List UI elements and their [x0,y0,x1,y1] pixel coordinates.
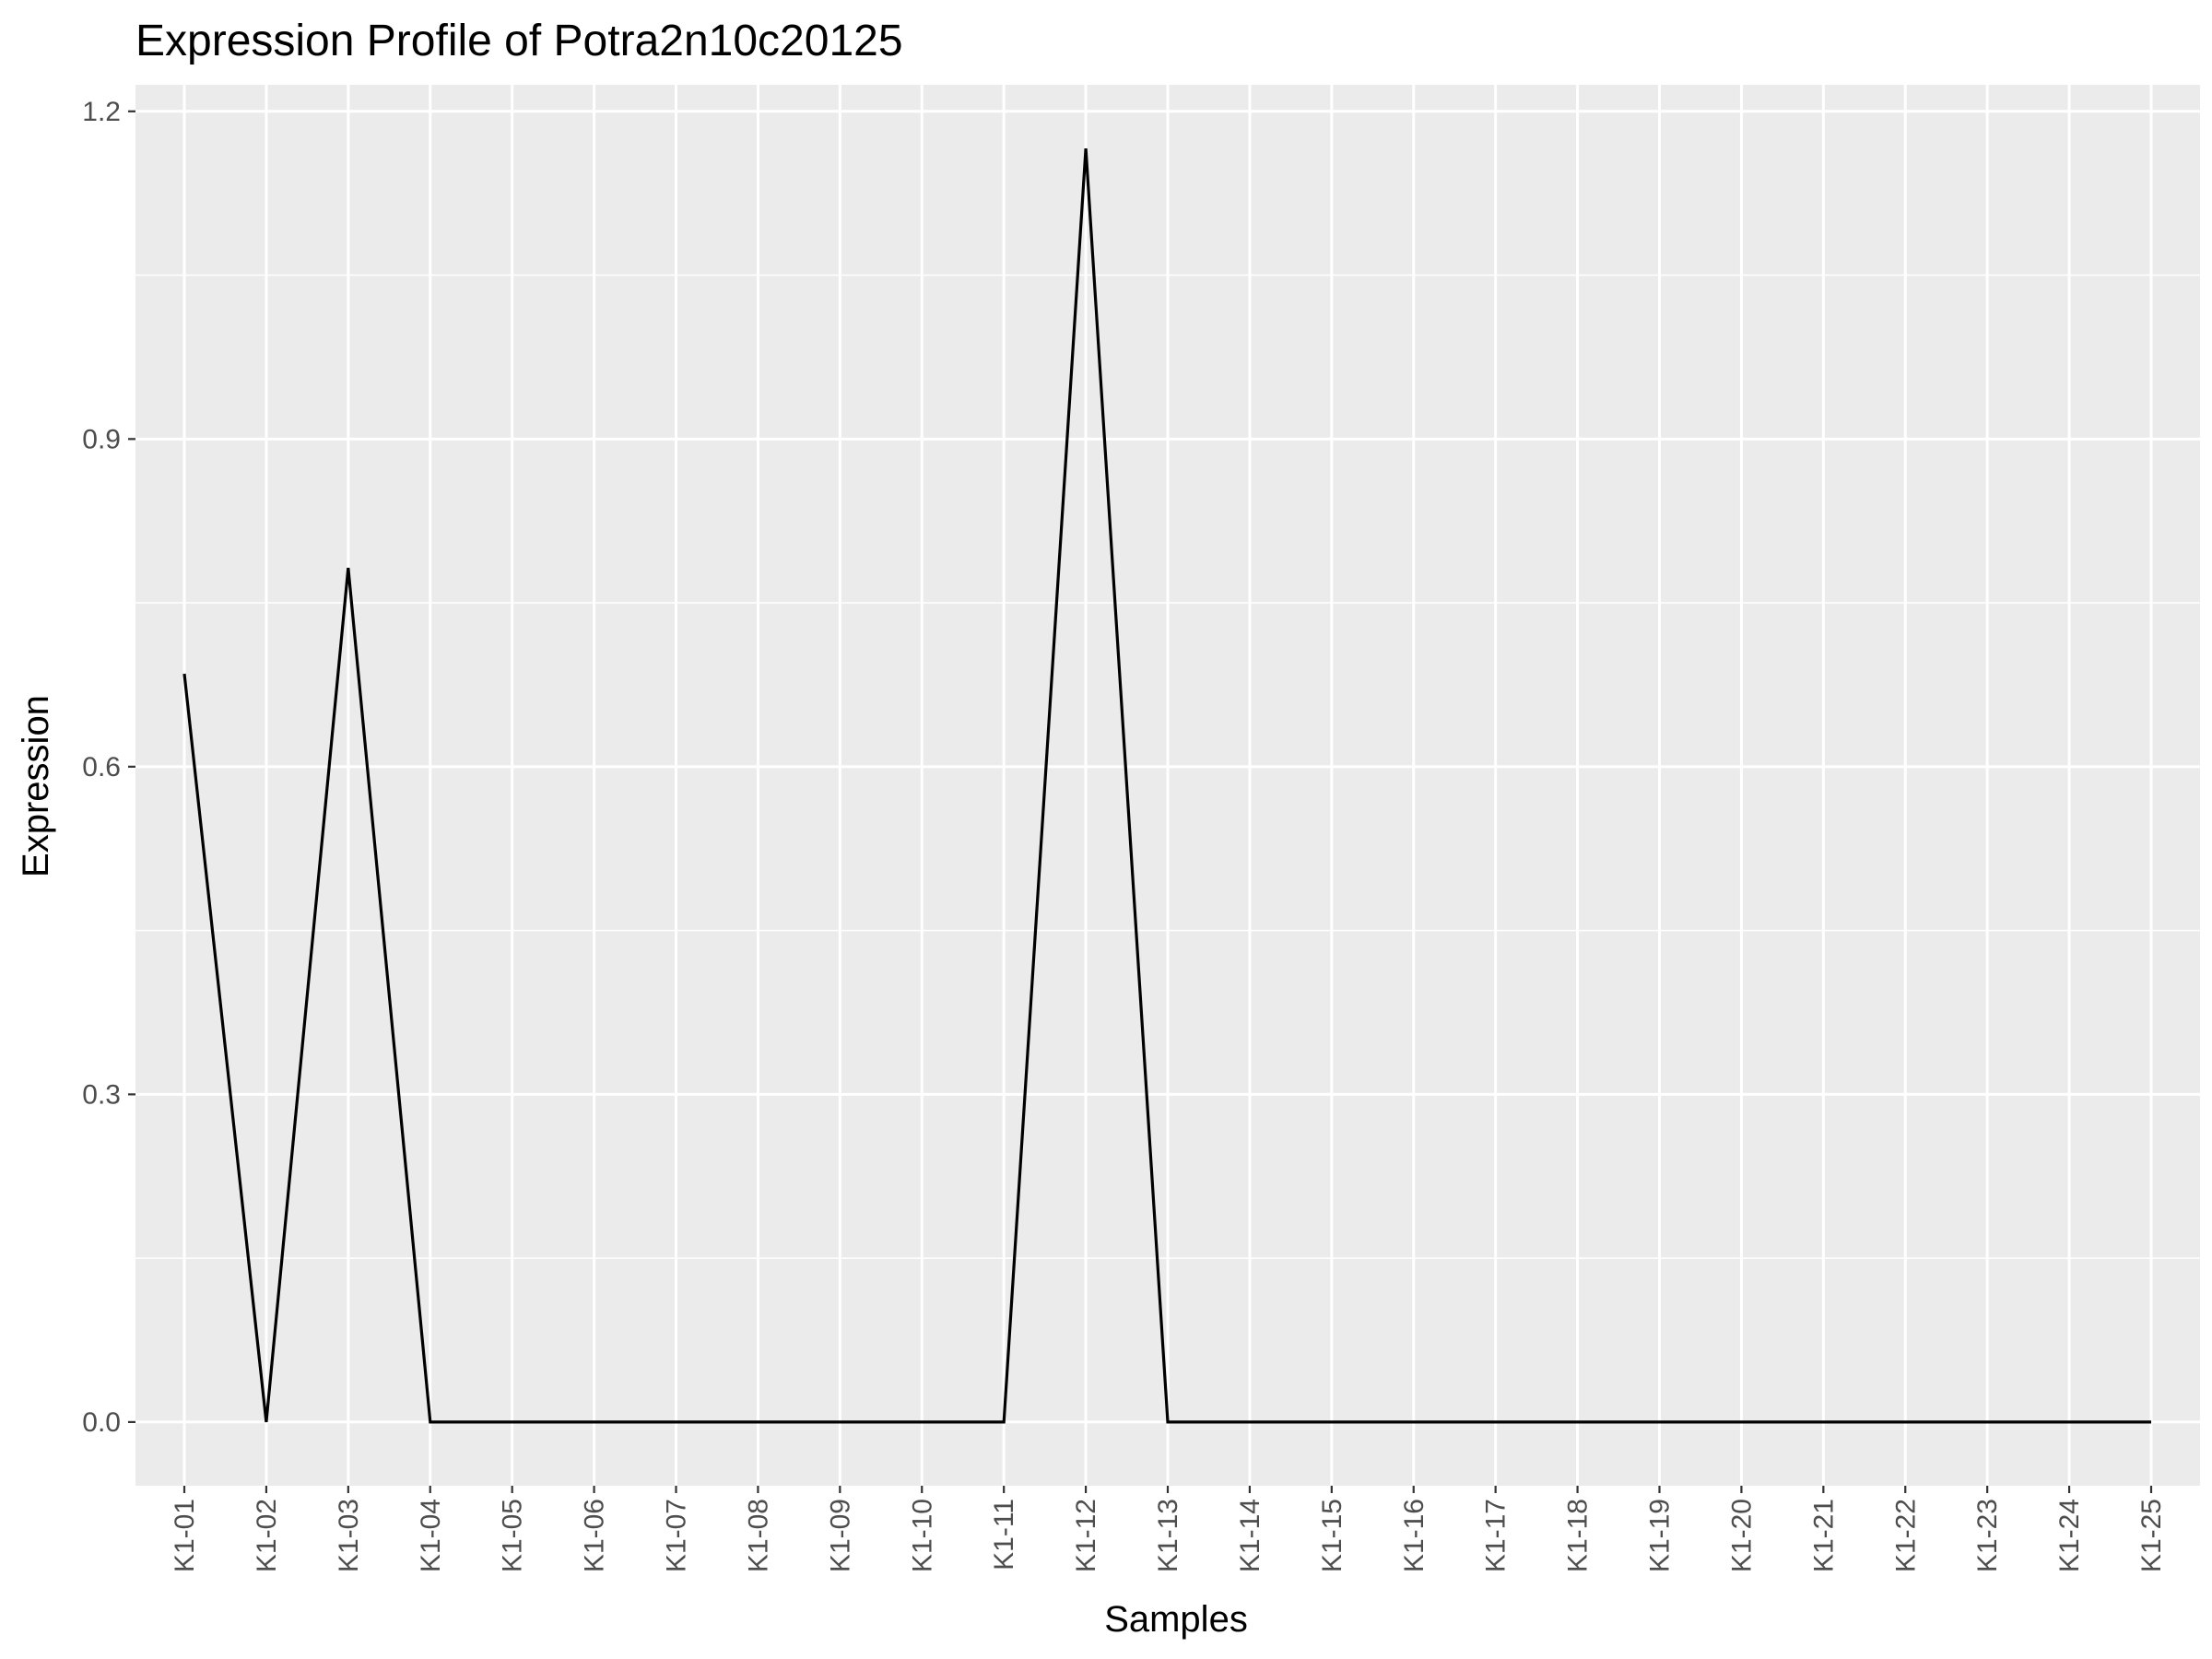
x-axis: K1-01 K1-02 K1-03 K1-04 K1-05 K1-06 K1-07 K1-08… [170,1486,2167,1572]
x-tick-label: K1-12 [1071,1499,1101,1572]
y-tick-label: 0.9 [82,424,121,454]
x-tick-label: K1-20 [1726,1499,1757,1572]
x-tick-label: K1-01 [170,1499,200,1572]
y-axis: 0.0 0.3 0.6 0.9 1.2 [82,97,135,1438]
x-tick-label: K1-05 [498,1499,528,1572]
major-gridlines [135,85,2200,1486]
x-tick-label: K1-21 [1808,1499,1839,1572]
x-tick-label: K1-09 [825,1499,855,1572]
y-tick-label: 0.0 [82,1407,121,1438]
x-tick-label: K1-25 [2136,1499,2167,1572]
x-tick-label: K1-10 [907,1499,937,1572]
x-tick-label: K1-06 [580,1499,610,1572]
y-axis-title: Expression [16,695,56,877]
x-tick-label: K1-14 [1235,1499,1265,1572]
x-tick-label: K1-08 [743,1499,773,1572]
y-tick-label: 0.3 [82,1079,121,1110]
x-tick-label: K1-22 [1890,1499,1921,1572]
series-line [182,147,2151,1424]
y-tick-label: 1.2 [82,97,121,127]
x-tick-label: K1-19 [1645,1499,1676,1572]
x-tick-label: K1-17 [1481,1499,1512,1572]
x-tick-label: K1-24 [2054,1499,2085,1572]
x-tick-label: K1-11 [989,1499,1019,1571]
x-tick-label: K1-13 [1153,1499,1183,1572]
x-tick-label: K1-16 [1399,1499,1430,1572]
series-layer [182,147,2151,1424]
chart-title: Expression Profile of Potra2n10c20125 [135,17,903,65]
x-tick-label: K1-04 [416,1499,446,1572]
y-tick-label: 0.6 [82,752,121,782]
x-tick-label: K1-07 [662,1499,692,1572]
x-axis-title: Samples [1104,1599,1248,1640]
x-tick-label: K1-18 [1563,1499,1594,1572]
x-tick-label: K1-03 [334,1499,364,1572]
x-tick-label: K1-23 [1972,1499,2003,1572]
x-tick-label: K1-02 [252,1499,282,1572]
x-tick-label: K1-15 [1317,1499,1347,1572]
